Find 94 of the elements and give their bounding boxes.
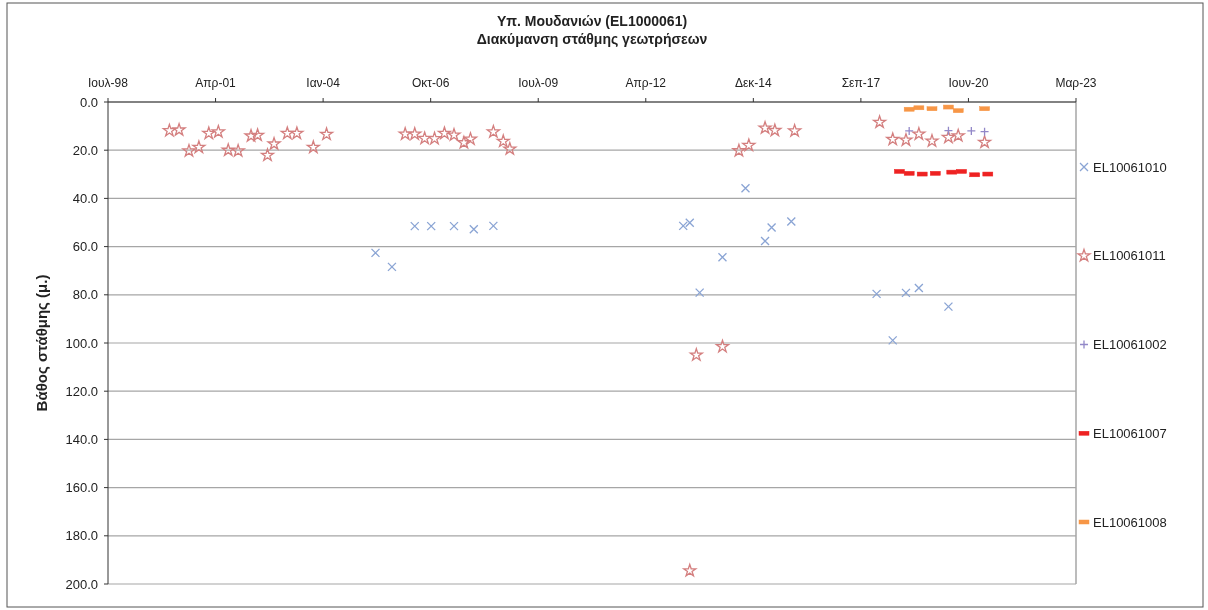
point [951,128,965,142]
chart-subtitle: Διακύμανση στάθμης γεωτρήσεων [476,31,708,47]
y-tick-label: 200.0 [65,576,98,592]
point [925,134,939,147]
y-tick-label: 40.0 [72,190,98,206]
point [250,128,265,142]
point [463,132,478,145]
point [912,127,926,140]
point [231,143,245,157]
y-tick-label: 160.0 [65,480,98,496]
point [426,221,436,231]
point [202,126,216,140]
point [786,216,796,227]
point [398,127,412,140]
point [182,143,196,157]
x-tick-label: Οκτ-06 [411,76,450,90]
point [904,126,914,136]
point [370,248,381,258]
point [469,224,479,234]
legend-label: EL10061010 [1093,159,1167,175]
point [486,124,501,138]
y-tick-label: 80.0 [72,287,98,303]
point [886,132,900,146]
point [689,348,703,361]
point [685,218,695,228]
point [306,140,320,154]
point [717,252,728,262]
point [966,126,976,136]
point [244,129,258,142]
point [417,131,432,145]
point [766,222,777,233]
point [715,339,730,353]
y-tick-label: 140.0 [65,431,98,447]
point [280,126,294,140]
point [742,138,756,152]
legend-label: EL10061002 [1093,337,1167,353]
point [496,134,510,148]
point [899,133,913,146]
y-tick-label: 20.0 [72,142,98,158]
x-tick-label: Ιουλ-09 [518,76,559,90]
point [387,262,397,272]
point [319,127,334,141]
point [914,283,924,293]
point [437,126,452,140]
point [678,221,688,231]
point [488,221,499,231]
legend-label: EL10061008 [1093,514,1167,530]
point [872,115,887,129]
point [172,122,186,136]
point [941,130,956,144]
point [260,148,275,162]
point [457,135,471,149]
point [221,143,235,156]
point [447,128,461,141]
y-axis-title: Βάθος στάθμης (μ.) [33,274,50,412]
x-tick-label: Ιουν-20 [948,76,989,90]
point [787,123,802,137]
x-tick-label: Ιαν-04 [306,76,341,90]
x-tick-label: Δεκ-14 [734,76,773,90]
y-tick-label: 0.0 [79,94,98,110]
point [410,221,420,231]
point [977,135,992,149]
x-tick-label: Μαρ-23 [1055,76,1097,90]
point [449,221,459,231]
point [888,335,898,345]
x-tick-label: Σεπ-17 [841,76,881,90]
point [943,301,954,312]
point [408,127,422,140]
x-tick-label: Απρ-01 [195,76,237,90]
point [162,123,177,137]
point [871,289,882,299]
point [901,288,911,298]
point [267,136,281,150]
point [427,131,442,145]
point [683,563,697,577]
y-tick-label: 100.0 [65,335,98,351]
point [732,143,746,157]
chart-title: Υπ. Μουδανιών (EL1000061) [496,13,688,29]
point [740,183,751,193]
y-tick-label: 60.0 [72,239,98,255]
x-tick-label: Απρ-12 [625,76,667,90]
y-tick-label: 180.0 [65,528,98,544]
point [290,126,304,140]
point [695,287,705,298]
x-tick-label: Ιουλ-98 [88,76,129,90]
point [760,236,770,246]
legend-label: EL10061007 [1093,425,1167,441]
legend-label: EL10061011 [1093,248,1166,264]
point [192,140,206,154]
point [758,121,772,134]
point [768,123,782,137]
point [503,142,517,155]
y-tick-label: 120.0 [65,383,98,399]
point [211,124,226,138]
